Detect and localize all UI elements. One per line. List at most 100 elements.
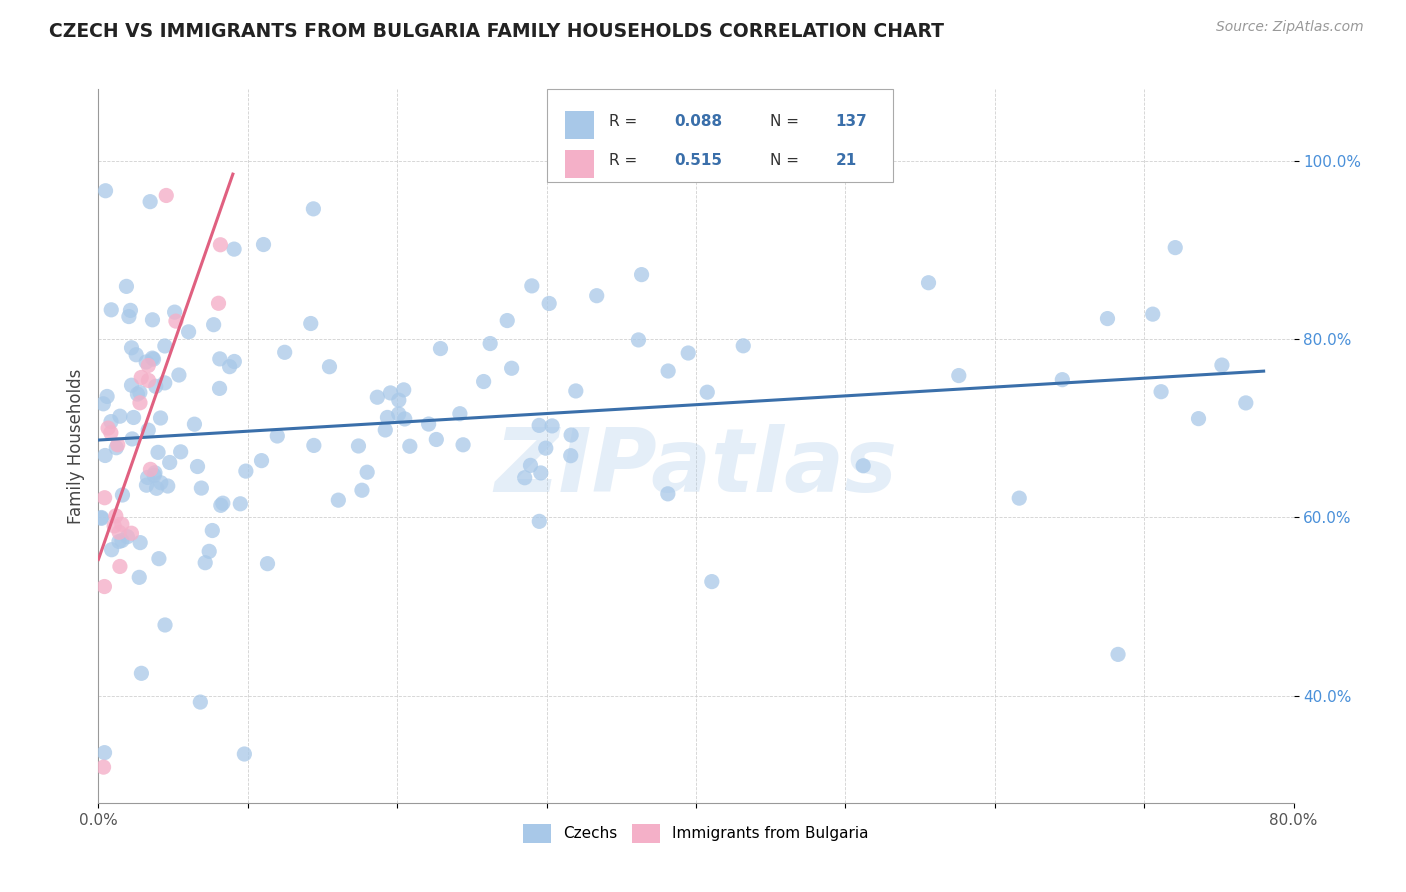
Point [170, 445, 193, 459]
Point [256, 557, 278, 571]
Text: ZIPatlas: ZIPatlas [495, 424, 897, 511]
Point [1234, 396, 1257, 410]
Point [118, 310, 141, 324]
Point [97, 421, 120, 435]
Point [121, 378, 143, 392]
Point [585, 289, 607, 303]
Point [135, 478, 157, 492]
Point [129, 396, 152, 410]
Point [388, 407, 411, 421]
Point [302, 438, 325, 452]
Point [136, 359, 159, 373]
FancyBboxPatch shape [547, 89, 893, 182]
Point [136, 423, 159, 437]
Point [657, 364, 679, 378]
Point [198, 544, 221, 558]
Point [93, 760, 115, 774]
Point [1008, 491, 1031, 505]
Point [1211, 358, 1233, 372]
Point [201, 524, 224, 538]
Point [852, 458, 875, 473]
Point [235, 464, 257, 478]
Point [560, 428, 582, 442]
Point [127, 387, 149, 401]
Point [131, 666, 153, 681]
Text: 0.515: 0.515 [675, 153, 723, 169]
Point [146, 445, 169, 459]
Point [115, 279, 138, 293]
Point [165, 314, 187, 328]
Point [218, 359, 240, 374]
Point [93, 580, 115, 594]
Point [93, 746, 115, 760]
Point [356, 465, 378, 479]
Point [917, 276, 939, 290]
Point [529, 514, 551, 528]
Point [530, 466, 553, 480]
Point [299, 317, 322, 331]
Point [107, 438, 129, 452]
Point [145, 379, 167, 393]
Point [538, 296, 561, 310]
Point [1164, 241, 1187, 255]
Point [183, 417, 205, 432]
Text: 21: 21 [835, 153, 858, 169]
Point [208, 351, 231, 366]
Point [534, 441, 557, 455]
Point [167, 368, 190, 382]
Text: N =: N = [770, 114, 804, 129]
Point [209, 237, 232, 252]
Point [128, 385, 150, 400]
Point [250, 453, 273, 467]
Point [398, 439, 420, 453]
Point [1150, 384, 1173, 399]
Point [418, 417, 440, 431]
Point [1187, 411, 1209, 425]
Point [1097, 311, 1119, 326]
Point [90, 510, 112, 524]
Point [202, 318, 225, 332]
Point [96, 389, 118, 403]
Point [139, 194, 162, 209]
Point [143, 468, 166, 483]
Point [627, 333, 650, 347]
Point [519, 458, 541, 473]
Point [94, 449, 117, 463]
Point [366, 390, 388, 404]
Text: CZECH VS IMMIGRANTS FROM BULGARIA FAMILY HOUSEHOLDS CORRELATION CHART: CZECH VS IMMIGRANTS FROM BULGARIA FAMILY… [49, 22, 945, 41]
Point [328, 493, 350, 508]
Point [501, 361, 523, 376]
Bar [565, 150, 595, 178]
Point [194, 556, 217, 570]
Point [100, 302, 122, 317]
Point [138, 374, 160, 388]
Point [425, 433, 447, 447]
Point [209, 499, 232, 513]
Text: R =: R = [609, 153, 643, 169]
Point [188, 695, 211, 709]
Point [479, 336, 502, 351]
Point [541, 418, 564, 433]
Point [136, 470, 159, 484]
Text: 137: 137 [835, 114, 868, 129]
Point [560, 449, 582, 463]
Point [527, 418, 550, 433]
Point [153, 376, 176, 390]
Point [155, 188, 177, 202]
Point [233, 747, 256, 761]
Point [266, 429, 288, 443]
Text: N =: N = [770, 153, 799, 169]
Legend: Czechs, Immigrants from Bulgaria: Czechs, Immigrants from Bulgaria [517, 818, 875, 848]
Point [153, 618, 176, 632]
Point [141, 313, 163, 327]
Point [100, 425, 122, 440]
Text: R =: R = [609, 114, 643, 129]
Point [111, 533, 134, 548]
Text: Source: ZipAtlas.com: Source: ZipAtlas.com [1216, 20, 1364, 34]
Point [108, 559, 131, 574]
Point [472, 375, 495, 389]
Point [111, 517, 134, 532]
Point [100, 542, 122, 557]
Point [129, 535, 152, 549]
Point [318, 359, 340, 374]
